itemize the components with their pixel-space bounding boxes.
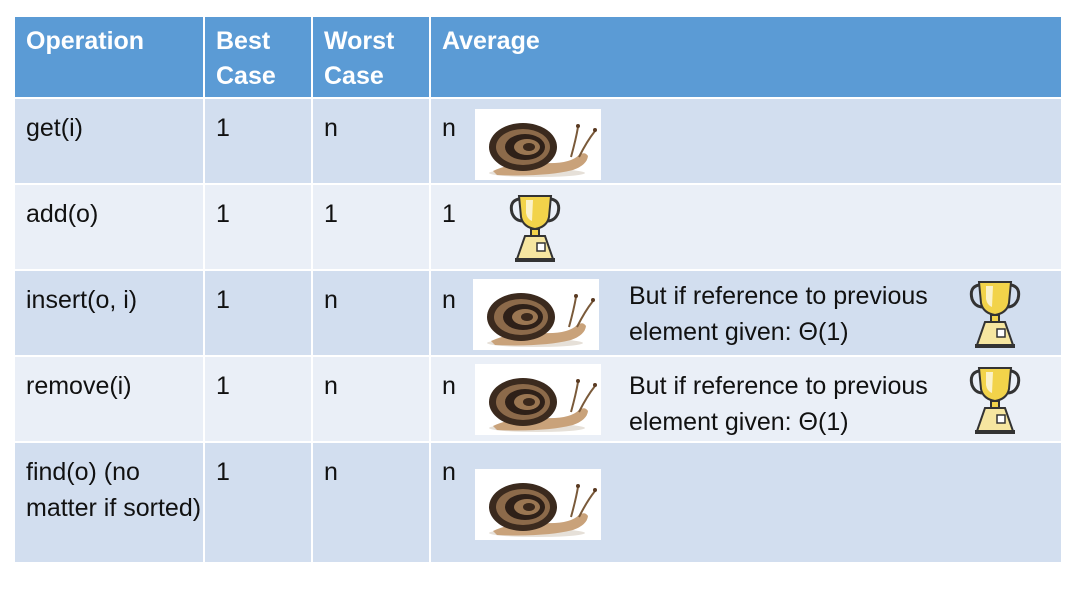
average-cell: n But if reference to previous element g… xyxy=(429,269,1063,357)
trophy-icon xyxy=(969,279,1021,349)
worst-case-cell: 1 xyxy=(311,183,431,271)
average-cell: 1 xyxy=(429,183,1063,271)
average-value: n xyxy=(442,114,456,142)
snail-icon xyxy=(475,469,601,540)
worst-case-cell: n xyxy=(311,355,431,443)
complexity-table: Operation Best Case Worst Case Average g… xyxy=(13,15,1063,564)
header-worst-case: Worst Case xyxy=(311,15,431,99)
operation-cell: insert(o, i) xyxy=(13,269,205,357)
snail-icon xyxy=(475,109,601,180)
average-value: 1 xyxy=(442,200,456,228)
best-case-cell: 1 xyxy=(203,97,313,185)
average-note: But if reference to previous element giv… xyxy=(629,282,928,346)
average-value: n xyxy=(442,458,456,486)
worst-case-cell: n xyxy=(311,441,431,564)
trophy-icon xyxy=(509,193,561,263)
operation-cell: get(i) xyxy=(13,97,205,185)
table-row: insert(o, i) 1 n n But if reference to p… xyxy=(13,269,1063,357)
average-value: n xyxy=(442,286,456,314)
best-case-cell: 1 xyxy=(203,183,313,271)
table-row: add(o) 1 1 1 xyxy=(13,183,1063,271)
average-note: But if reference to previous element giv… xyxy=(629,372,928,436)
best-case-cell: 1 xyxy=(203,355,313,443)
table-row: find(o) (no matter if sorted) 1 n n xyxy=(13,441,1063,564)
average-cell: n xyxy=(429,441,1063,564)
header-row: Operation Best Case Worst Case Average xyxy=(13,15,1063,99)
table-row: get(i) 1 n n xyxy=(13,97,1063,185)
table-row: remove(i) 1 n n But if reference to prev… xyxy=(13,355,1063,443)
snail-icon xyxy=(473,279,599,350)
best-case-cell: 1 xyxy=(203,269,313,357)
worst-case-cell: n xyxy=(311,97,431,185)
average-cell: n xyxy=(429,97,1063,185)
average-cell: n But if reference to previous element g… xyxy=(429,355,1063,443)
operation-cell: remove(i) xyxy=(13,355,205,443)
average-value: n xyxy=(442,372,456,400)
operation-cell: find(o) (no matter if sorted) xyxy=(13,441,205,564)
snail-icon xyxy=(475,364,601,435)
header-operation: Operation xyxy=(13,15,205,99)
header-best-case: Best Case xyxy=(203,15,313,99)
best-case-cell: 1 xyxy=(203,441,313,564)
trophy-icon xyxy=(969,365,1021,435)
operation-cell: add(o) xyxy=(13,183,205,271)
header-average: Average xyxy=(429,15,1063,99)
worst-case-cell: n xyxy=(311,269,431,357)
